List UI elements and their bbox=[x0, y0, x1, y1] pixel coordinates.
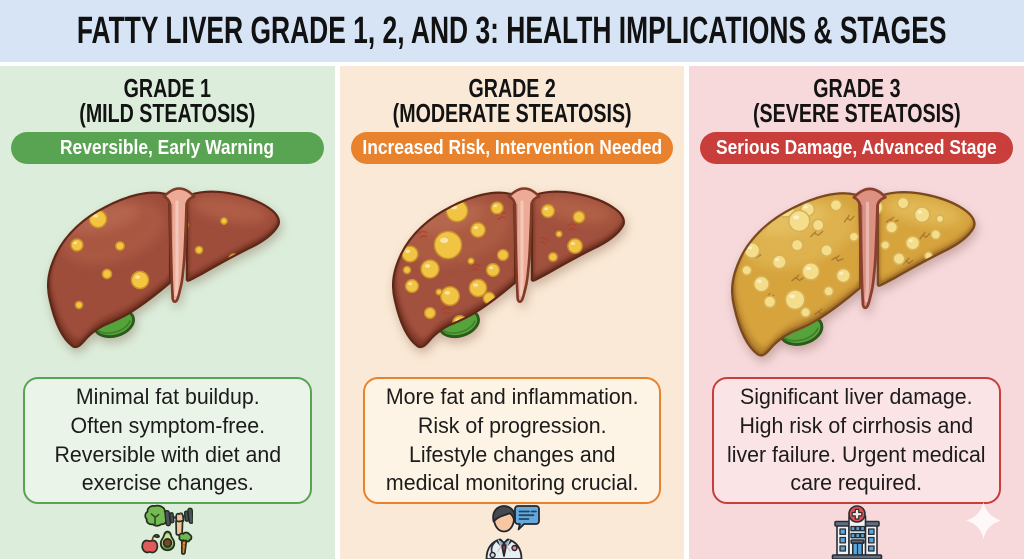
hospital-svg bbox=[831, 505, 882, 559]
grade-1-title: GRADE 1 bbox=[123, 75, 211, 103]
liver-illustration-grade-2 bbox=[362, 184, 662, 356]
grade-1-subtitle: (MILD STEATOSIS) bbox=[79, 100, 256, 128]
grade-3-heading: GRADE 3 (SEVERE STEATOSIS) bbox=[722, 75, 992, 128]
grade-1-badge-label: Reversible, Early Warning bbox=[60, 136, 275, 159]
grade-1-description: Minimal fat buildup. Often symptom-free.… bbox=[54, 384, 281, 496]
sparkle-icon bbox=[966, 502, 1001, 539]
liver-svg bbox=[47, 187, 281, 349]
grade-3-title: GRADE 3 bbox=[812, 75, 901, 103]
liver-illustration-grade-1 bbox=[17, 184, 317, 356]
grade-3-subtitle: (SEVERE STEATOSIS) bbox=[752, 100, 961, 128]
grade-2-column: GRADE 2 (MODERATE STEATOSIS) Increased R… bbox=[339, 66, 685, 559]
healthy-food-exercise-icon bbox=[0, 504, 335, 559]
sparkle-svg bbox=[966, 502, 1001, 539]
grade-2-heading: GRADE 2 (MODERATE STEATOSIS) bbox=[357, 75, 667, 128]
grade-columns: GRADE 1 (MILD STEATOSIS) Reversible, Ear… bbox=[0, 66, 1024, 559]
grade-2-badge-label: Increased Risk, Intervention Needed bbox=[362, 136, 662, 159]
grade-2-badge: Increased Risk, Intervention Needed bbox=[350, 132, 674, 164]
grade-2-subtitle: (MODERATE STEATOSIS) bbox=[392, 100, 632, 128]
liver-svg bbox=[392, 187, 625, 349]
liver-svg bbox=[730, 187, 976, 357]
hospital-icon bbox=[689, 504, 1024, 559]
grade-1-description-box: Minimal fat buildup. Often symptom-free.… bbox=[23, 377, 312, 504]
grade-3-column: GRADE 3 (SEVERE STEATOSIS) Serious Damag… bbox=[689, 66, 1024, 559]
grade-3-description-box: Significant liver damage. High risk of c… bbox=[712, 377, 1001, 504]
page-title: FATTY LIVER GRADE 1, 2, AND 3: HEALTH IM… bbox=[77, 9, 947, 52]
grade-1-column: GRADE 1 (MILD STEATOSIS) Reversible, Ear… bbox=[0, 66, 335, 559]
title-band: FATTY LIVER GRADE 1, 2, AND 3: HEALTH IM… bbox=[0, 0, 1024, 62]
liver-illustration-grade-3 bbox=[707, 184, 1007, 357]
grade-3-badge: Serious Damage, Advanced Stage bbox=[700, 132, 1013, 164]
grade-3-badge-label: Serious Damage, Advanced Stage bbox=[716, 136, 998, 159]
doctor-consultation-icon bbox=[340, 504, 685, 559]
doctor-svg bbox=[485, 505, 540, 559]
grade-2-title: GRADE 2 bbox=[468, 75, 556, 103]
grade-2-description: More fat and inflammation. Risk of progr… bbox=[385, 384, 639, 496]
grade-1-badge: Reversible, Early Warning bbox=[11, 132, 324, 164]
grade-2-description-box: More fat and inflammation. Risk of progr… bbox=[362, 377, 662, 504]
grade-3-description: Significant liver damage. High risk of c… bbox=[727, 384, 986, 496]
healthy-food-exercise-svg bbox=[141, 504, 194, 555]
grade-1-heading: GRADE 1 (MILD STEATOSIS) bbox=[53, 75, 282, 128]
